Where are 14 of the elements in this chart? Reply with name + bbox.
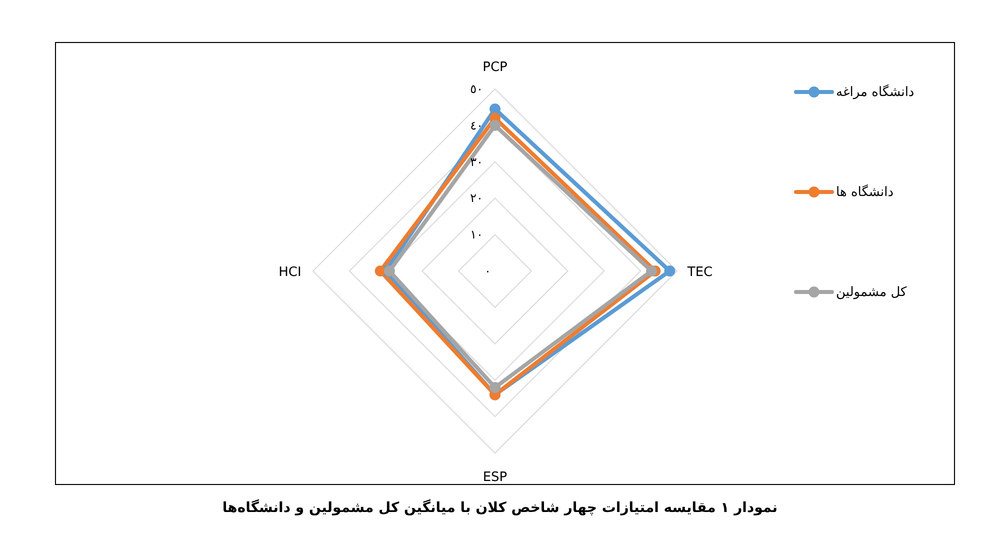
legend-label: کل مشمولین [836, 284, 907, 300]
spoke-label: TEC [686, 265, 713, 280]
y-tick-label: ٤٠ [470, 118, 483, 132]
text: نمودار ۱ مقایسه امتیازات چهار شاخص کلان با میانگین کل مشمولین و دانشگاه‌ها [221, 500, 779, 516]
y-tick-label: ١٠ [470, 228, 483, 242]
legend-label: دانشگاه ها [836, 184, 894, 200]
y-tick-label: ٢٠ [470, 191, 483, 206]
y-tick-label: ٣٠ [470, 154, 483, 169]
spoke-label: ESP [482, 470, 508, 485]
legend-label: دانشگاه مراغه [836, 84, 914, 100]
spoke-label: HCI [278, 265, 302, 280]
y-tick-label: ٠ [484, 264, 491, 278]
y-tick-label: ٥٠ [470, 82, 483, 96]
spoke-label: PCP [482, 60, 508, 75]
